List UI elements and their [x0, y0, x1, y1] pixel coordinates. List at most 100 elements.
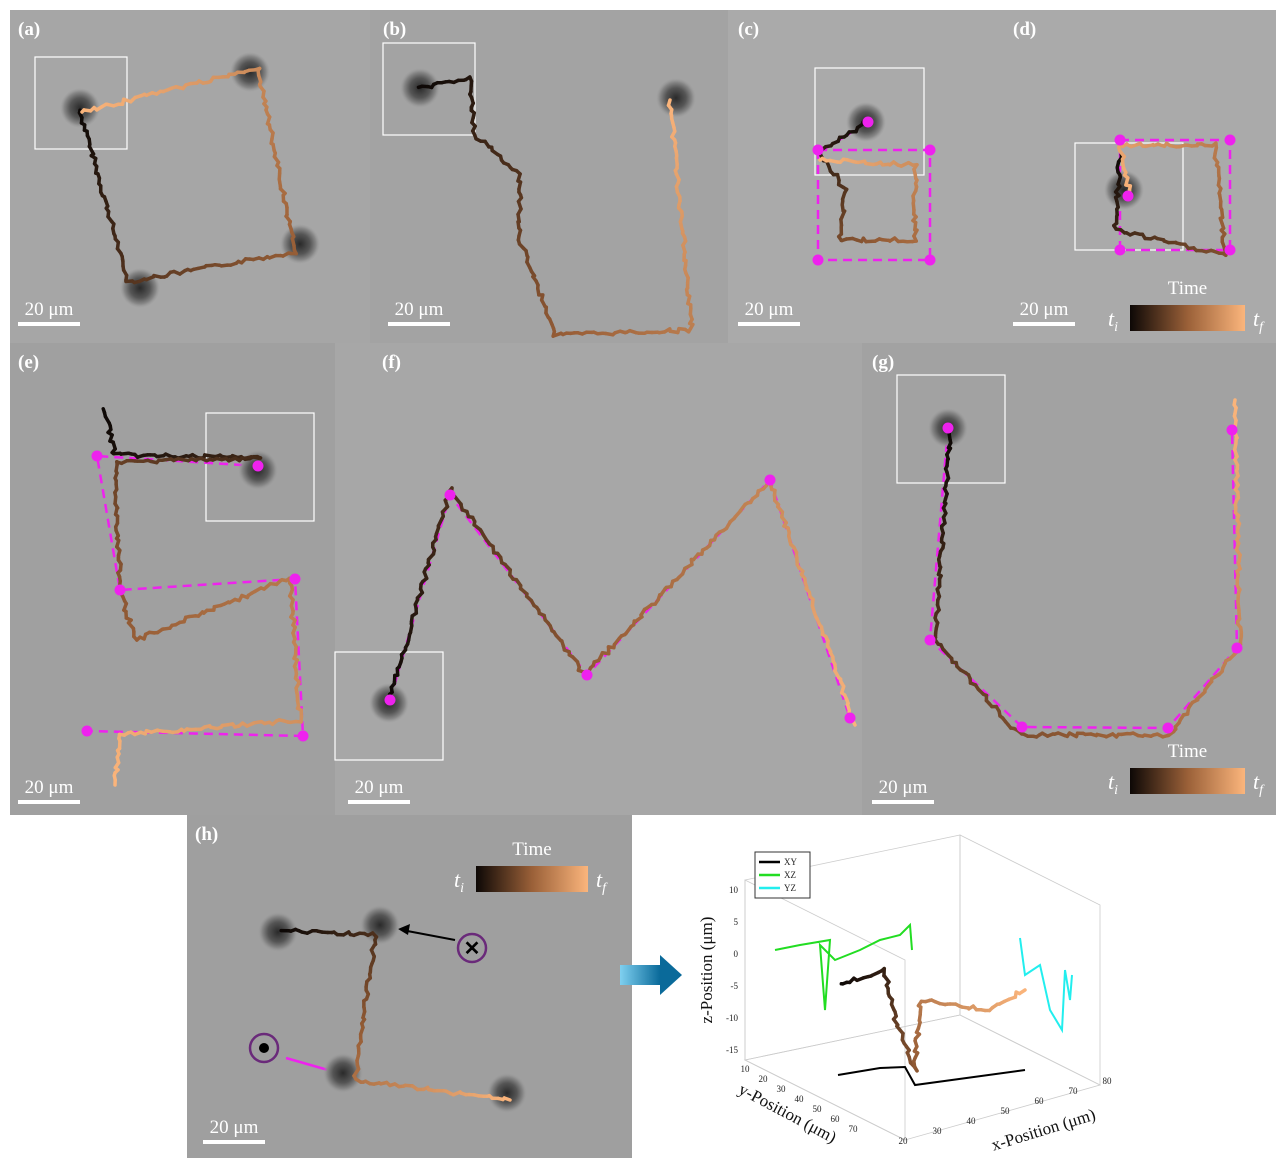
trajectory [669, 100, 670, 105]
projection [838, 1067, 1025, 1085]
waypoint [1225, 245, 1236, 256]
scale-bar [18, 800, 80, 804]
scale-bar [203, 1140, 265, 1144]
x-tick-label: 70 [1069, 1086, 1079, 1096]
scale-bar-label: 20 μm [355, 777, 404, 798]
trajectory [1234, 400, 1235, 405]
y-axis-label: y-Position (μm) [736, 1079, 840, 1146]
colorbar [1130, 768, 1245, 794]
trajectory [504, 1098, 510, 1100]
waypoint [1123, 191, 1134, 202]
scale-bar-label: 20 μm [25, 777, 74, 798]
colorbar [476, 866, 588, 892]
x-tick-label: 80 [1103, 1076, 1113, 1086]
panel-label: (c) [738, 19, 759, 40]
svg-text:✕: ✕ [464, 938, 481, 960]
waypoint [92, 451, 103, 462]
scale-bar-label: 20 μm [745, 299, 794, 320]
z-tick-label: 10 [729, 885, 739, 895]
waypoint [290, 574, 301, 585]
y-tick-label: 70 [849, 1124, 859, 1134]
z-tick-label: -10 [726, 1013, 738, 1023]
trajectory [82, 110, 84, 112]
y-tick-label: 30 [777, 1084, 787, 1094]
colorbar [1130, 305, 1245, 331]
z-tick-label: 5 [734, 917, 739, 927]
x-tick-label: 60 [1035, 1096, 1045, 1106]
waypoint [582, 670, 593, 681]
waypoint [863, 117, 874, 128]
panel-label: (g) [872, 352, 894, 373]
waypoint [1232, 643, 1243, 654]
waypoint [925, 145, 936, 156]
y-tick-label: 60 [831, 1114, 841, 1124]
bead [487, 1073, 527, 1113]
scale-bar [872, 800, 934, 804]
panel-label: (d) [1013, 19, 1036, 40]
trajectory [820, 158, 822, 160]
y-tick-label: 50 [813, 1104, 823, 1114]
waypoint [1227, 425, 1238, 436]
panel-label: (b) [383, 19, 406, 40]
scale-bar-label: 20 μm [395, 299, 444, 320]
time-subscript: i [460, 881, 464, 896]
scale-bar [1013, 322, 1075, 326]
waypoint [1115, 245, 1126, 256]
waypoint [385, 695, 396, 706]
waypoint [1163, 723, 1174, 734]
waypoint [1115, 135, 1126, 146]
colorbar-title: Time [1168, 741, 1207, 762]
panel-label: (a) [18, 19, 40, 40]
time-subscript: i [1114, 783, 1118, 798]
time-subscript: i [1114, 320, 1118, 335]
panel-label: (e) [18, 352, 39, 373]
waypoint [115, 585, 126, 596]
waypoint [813, 255, 824, 266]
waypoint [1017, 722, 1028, 733]
z-tick-label: -5 [731, 981, 739, 991]
waypoint [845, 713, 856, 724]
bead [280, 224, 320, 264]
y-tick-label: 40 [795, 1094, 805, 1104]
z-tick-label: 0 [734, 949, 739, 959]
scale-bar-label: 20 μm [879, 777, 928, 798]
bead [360, 905, 400, 945]
legend-label: YZ [784, 883, 796, 893]
scale-bar-label: 20 μm [25, 299, 74, 320]
waypoint [445, 490, 456, 501]
projection [1020, 938, 1072, 1030]
x-tick-label: 40 [967, 1116, 977, 1126]
scale-bar [738, 322, 800, 326]
y-tick-label: 20 [759, 1074, 769, 1084]
arrow [620, 965, 660, 985]
x-tick-label: 20 [899, 1136, 909, 1146]
waypoint [765, 475, 776, 486]
colorbar-title: Time [512, 839, 551, 860]
waypoint [925, 635, 936, 646]
scale-bar [348, 800, 410, 804]
x-tick-label: 50 [1001, 1106, 1011, 1116]
waypoint [298, 731, 309, 742]
scale-bar-label: 20 μm [1020, 299, 1069, 320]
bead [656, 78, 696, 118]
waypoint [82, 726, 93, 737]
arrow-head [660, 955, 682, 995]
scale-bar-label: 20 μm [210, 1117, 259, 1138]
colorbar-title: Time [1168, 278, 1207, 299]
scale-bar [18, 322, 80, 326]
y-tick-label: 10 [741, 1064, 751, 1074]
panel-label: (h) [195, 824, 218, 845]
x-tick-label: 30 [933, 1126, 943, 1136]
waypoint [253, 461, 264, 472]
waypoint [1225, 135, 1236, 146]
scale-bar [388, 322, 450, 326]
waypoint [925, 255, 936, 266]
panel-label: (f) [382, 352, 401, 373]
waypoint [943, 423, 954, 434]
z-axis-label: z-Position (μm) [697, 917, 716, 1024]
waypoint [813, 145, 824, 156]
trajectory [1020, 990, 1025, 994]
z-tick-label: -15 [726, 1045, 738, 1055]
legend-label: XZ [784, 870, 796, 880]
legend-label: XY [784, 857, 797, 867]
